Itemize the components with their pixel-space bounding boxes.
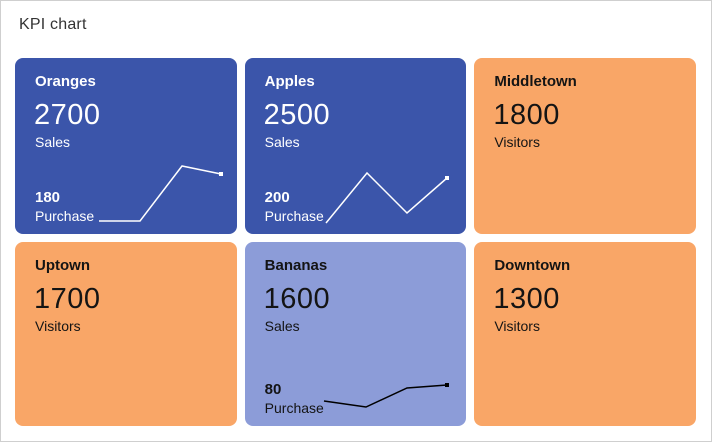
tile-secondary-value: 200	[264, 188, 290, 206]
tile-primary-label: Visitors	[35, 318, 81, 334]
tile-primary-value: 2500	[263, 99, 331, 131]
sparkline-end-marker	[444, 176, 449, 180]
tile-secondary-label: Purchase	[264, 399, 324, 416]
kpi-tile-apples[interactable]: Apples 2500 Sales 200 Purchase	[244, 58, 467, 234]
tile-primary-value: 1700	[34, 283, 101, 315]
tile-primary-value: 2700	[34, 99, 101, 131]
kpi-tile-uptown[interactable]: Uptown 1700 Visitors	[15, 242, 237, 426]
tile-primary-value: 1300	[493, 283, 560, 315]
tile-title: Uptown	[35, 257, 90, 274]
page-title: KPI chart	[19, 16, 87, 33]
tile-primary-value: 1600	[263, 283, 331, 315]
tile-title: Downtown	[494, 257, 571, 274]
tile-primary-label: Sales	[35, 134, 71, 150]
sparkline-chart	[323, 383, 449, 408]
tile-primary-value: 1800	[493, 99, 560, 131]
sparkline-chart	[325, 171, 449, 224]
tile-title: Middletown	[494, 73, 577, 90]
sparkline-chart	[99, 165, 223, 222]
kpi-tile-bananas[interactable]: Bananas 1600 Sales 80 Purchase	[244, 242, 467, 426]
tile-primary-label: Visitors	[494, 318, 540, 334]
tile-secondary-value: 180	[35, 188, 61, 206]
tile-secondary-value: 80	[264, 380, 282, 398]
kpi-tile-oranges[interactable]: Oranges 2700 Sales 180 Purchase	[15, 58, 237, 234]
sparkline-end-marker	[444, 383, 449, 387]
kpi-tile-middletown[interactable]: Middletown 1800 Visitors	[474, 58, 696, 234]
sparkline-end-marker	[219, 172, 223, 176]
kpi-tile-downtown[interactable]: Downtown 1300 Visitors	[474, 242, 696, 426]
tile-primary-label: Visitors	[494, 134, 540, 150]
tile-title: Bananas	[264, 257, 328, 274]
tile-title: Apples	[264, 73, 315, 90]
tile-secondary-block: 200 Purchase	[265, 189, 324, 225]
tile-secondary-block: 180 Purchase	[35, 189, 94, 225]
tile-primary-label: Sales	[264, 318, 300, 334]
tile-secondary-label: Purchase	[264, 207, 324, 224]
tile-title: Oranges	[35, 73, 96, 90]
kpi-grid: Oranges 2700 Sales 180 Purchase Apples 2…	[15, 58, 696, 426]
tile-secondary-block: 80 Purchase	[265, 381, 324, 417]
tile-secondary-label: Purchase	[35, 207, 95, 224]
tile-primary-label: Sales	[264, 134, 300, 150]
